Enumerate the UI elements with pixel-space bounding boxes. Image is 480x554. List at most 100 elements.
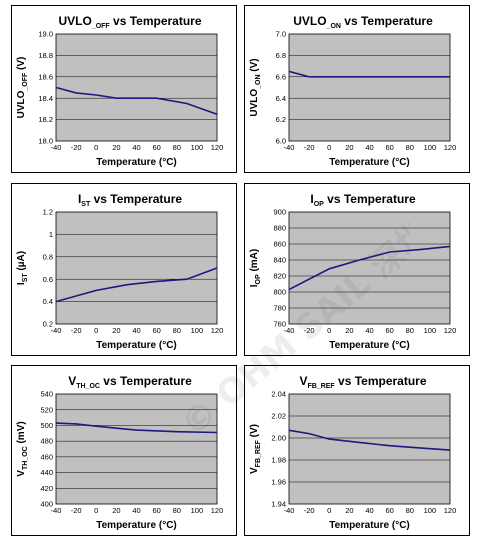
plot-area bbox=[288, 33, 451, 142]
y-tick-label: 6.8 bbox=[276, 51, 286, 60]
y-tick-label: 19.0 bbox=[38, 30, 53, 39]
x-tick-label: -40 bbox=[284, 506, 295, 515]
series-line bbox=[55, 86, 218, 116]
y-tick-label: 840 bbox=[273, 256, 286, 265]
y-axis-label: IST (µA) bbox=[16, 251, 29, 285]
x-tick-label: 0 bbox=[94, 326, 98, 335]
x-tick-label: -20 bbox=[304, 506, 315, 515]
plot-area bbox=[288, 211, 451, 325]
x-tick-label: 20 bbox=[345, 506, 353, 515]
x-tick-label: 40 bbox=[132, 326, 140, 335]
x-tick-label: 0 bbox=[327, 326, 331, 335]
x-tick-label: 80 bbox=[173, 143, 181, 152]
chart-uvlo-off: UVLO_OFF vs Temperature 18.0 18.2 18.4 18.6 1… bbox=[16, 14, 224, 168]
y-axis-label: UVLO_OFF (V) bbox=[16, 57, 29, 119]
x-tick-label: -40 bbox=[51, 143, 62, 152]
x-tick-label: 20 bbox=[112, 506, 120, 515]
y-tick-label: 860 bbox=[273, 240, 286, 249]
x-tick-label: 100 bbox=[424, 506, 437, 515]
x-tick-label: -20 bbox=[304, 143, 315, 152]
y-tick-label: 18.8 bbox=[38, 51, 53, 60]
chart-title: VFB_REF vs Temperature bbox=[299, 374, 426, 390]
chart-title: UVLO_OFF vs Temperature bbox=[58, 14, 201, 30]
x-tick-label: 80 bbox=[173, 326, 181, 335]
y-tick-label: 1 bbox=[49, 230, 53, 239]
y-tick-label: 2.04 bbox=[271, 390, 286, 399]
x-tick-label: 120 bbox=[444, 143, 457, 152]
x-tick-label: 20 bbox=[345, 326, 353, 335]
x-tick-label: 120 bbox=[211, 506, 224, 515]
y-axis-label: IOP (mA) bbox=[249, 249, 262, 287]
y-tick-label: 440 bbox=[40, 468, 53, 477]
series-line bbox=[288, 429, 451, 451]
x-tick-label: 20 bbox=[345, 143, 353, 152]
x-tick-label: 40 bbox=[365, 326, 373, 335]
x-tick-label: 100 bbox=[191, 506, 204, 515]
y-tick-label: 900 bbox=[273, 208, 286, 217]
y-tick-label: 0.8 bbox=[43, 252, 53, 261]
x-tick-label: 0 bbox=[327, 143, 331, 152]
plot-area bbox=[55, 33, 218, 142]
y-tick-label: 760 bbox=[273, 320, 286, 329]
y-tick-label: 18.0 bbox=[38, 137, 53, 146]
y-tick-label: 18.2 bbox=[38, 115, 53, 124]
x-tick-label: -20 bbox=[71, 326, 82, 335]
chart-panel-ist: IST vs Temperature 0.2 0.4 0.6 0.8 1 1.2 -40 -20… bbox=[11, 183, 237, 356]
y-tick-label: 1.94 bbox=[271, 500, 286, 509]
x-tick-label: -20 bbox=[304, 326, 315, 335]
plot-area bbox=[55, 393, 218, 505]
x-tick-label: 60 bbox=[385, 143, 393, 152]
chart-title: IOP vs Temperature bbox=[310, 192, 416, 208]
chart-title: VTH_OC vs Temperature bbox=[68, 374, 192, 390]
x-tick-label: 60 bbox=[152, 326, 160, 335]
x-tick-label: 60 bbox=[152, 143, 160, 152]
y-tick-label: 6.0 bbox=[276, 137, 286, 146]
y-tick-label: 2.00 bbox=[271, 434, 286, 443]
y-tick-label: 880 bbox=[273, 224, 286, 233]
y-tick-label: 800 bbox=[273, 288, 286, 297]
x-tick-label: -20 bbox=[71, 143, 82, 152]
x-tick-label: 80 bbox=[406, 326, 414, 335]
y-tick-label: 6.2 bbox=[276, 115, 286, 124]
y-tick-label: 6.6 bbox=[276, 72, 286, 81]
y-tick-label: 400 bbox=[40, 500, 53, 509]
x-tick-label: 40 bbox=[132, 143, 140, 152]
chart-title: UVLO_ON vs Temperature bbox=[293, 14, 433, 30]
x-tick-label: 0 bbox=[94, 143, 98, 152]
y-tick-label: 0.4 bbox=[43, 297, 53, 306]
x-tick-label: -40 bbox=[284, 143, 295, 152]
x-tick-label: 20 bbox=[112, 143, 120, 152]
x-tick-label: 100 bbox=[191, 326, 204, 335]
x-tick-label: 120 bbox=[444, 506, 457, 515]
x-axis-label: Temperature (°C) bbox=[329, 520, 410, 531]
x-tick-label: -40 bbox=[51, 506, 62, 515]
plot-area bbox=[55, 211, 218, 325]
x-axis-label: Temperature (°C) bbox=[329, 340, 410, 351]
x-tick-label: 40 bbox=[365, 506, 373, 515]
series-line bbox=[288, 245, 451, 291]
chart-panel-vfb-ref: VFB_REF vs Temperature 1.94 1.96 1.98 2.00 2.… bbox=[244, 365, 470, 536]
y-tick-label: 480 bbox=[40, 437, 53, 446]
y-tick-label: 0.6 bbox=[43, 275, 53, 284]
x-tick-label: 40 bbox=[365, 143, 373, 152]
x-tick-label: 80 bbox=[406, 143, 414, 152]
x-tick-label: -20 bbox=[71, 506, 82, 515]
y-tick-label: 0.2 bbox=[43, 320, 53, 329]
x-tick-label: -40 bbox=[51, 326, 62, 335]
y-axis-label: VFB_REF (V) bbox=[249, 424, 262, 474]
series-line bbox=[55, 267, 218, 303]
x-axis-label: Temperature (°C) bbox=[96, 157, 177, 168]
y-tick-label: 780 bbox=[273, 304, 286, 313]
x-tick-label: 0 bbox=[327, 506, 331, 515]
y-tick-label: 2.02 bbox=[271, 412, 286, 421]
y-tick-label: 18.6 bbox=[38, 72, 53, 81]
x-tick-label: 120 bbox=[211, 143, 224, 152]
x-tick-label: 100 bbox=[424, 326, 437, 335]
chart-panel-vth-oc: VTH_OC vs Temperature 400 420 440 460 480 500 5… bbox=[11, 365, 237, 536]
chart-vfb-ref: VFB_REF vs Temperature 1.94 1.96 1.98 2.00 2.… bbox=[249, 374, 457, 531]
x-tick-label: 60 bbox=[385, 506, 393, 515]
x-tick-label: 60 bbox=[152, 506, 160, 515]
x-tick-label: 120 bbox=[444, 326, 457, 335]
x-tick-label: 80 bbox=[406, 506, 414, 515]
chart-panel-uvlo-off: UVLO_OFF vs Temperature 18.0 18.2 18.4 18.6 1… bbox=[11, 5, 237, 173]
